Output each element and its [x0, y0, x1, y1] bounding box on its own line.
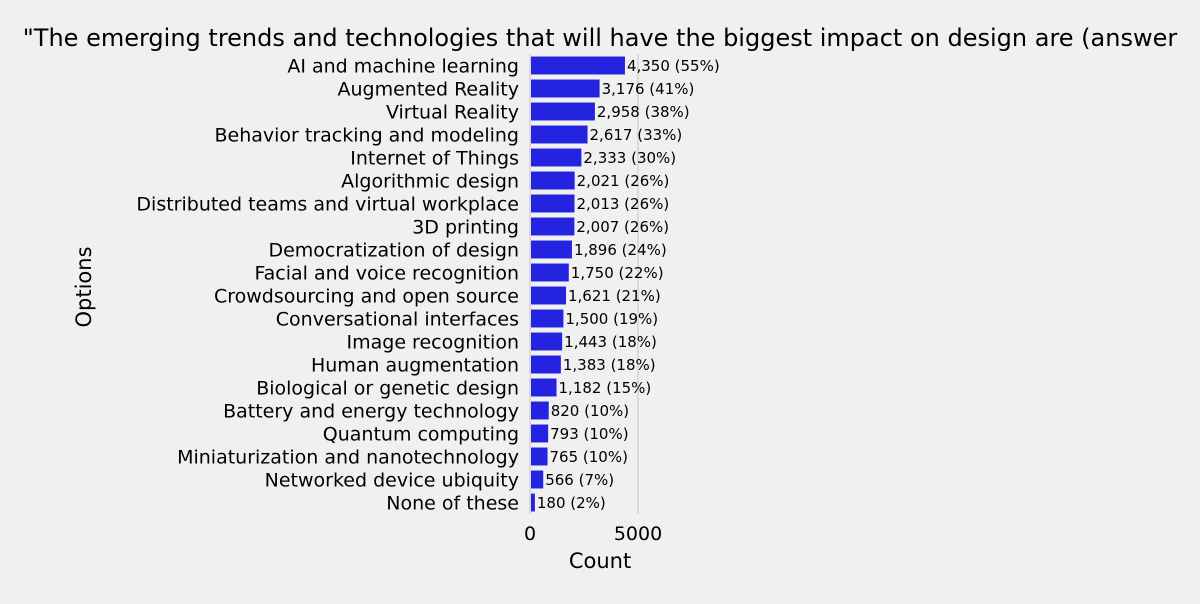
bar	[531, 401, 549, 420]
x-tick-label: 5000	[614, 523, 662, 545]
bar	[531, 378, 557, 397]
y-tick-label: 3D printing	[412, 217, 519, 239]
data-label: 566 (7%)	[545, 471, 614, 489]
data-label: 2,021 (26%)	[577, 172, 670, 190]
data-label: 1,621 (21%)	[568, 287, 661, 305]
y-tick-label: Battery and energy technology	[223, 401, 519, 423]
data-label: 1,383 (18%)	[563, 356, 656, 374]
y-tick-label: Networked device ubiquity	[265, 470, 519, 492]
bar	[531, 286, 567, 305]
data-label: 1,896 (24%)	[574, 241, 667, 259]
data-label: 2,617 (33%)	[590, 126, 683, 144]
bar	[531, 217, 575, 236]
y-tick-label: Conversational interfaces	[276, 309, 519, 331]
bars-layer	[531, 56, 625, 512]
y-tick-label: Crowdsourcing and open source	[214, 286, 519, 308]
data-label: 820 (10%)	[551, 402, 629, 420]
grid-layer	[529, 54, 639, 514]
data-label: 4,350 (55%)	[627, 57, 720, 75]
y-tick-label: Miniaturization and nanotechnology	[177, 447, 519, 469]
data-label: 1,500 (19%)	[565, 310, 658, 328]
bar	[531, 309, 564, 328]
y-tick-label: Internet of Things	[350, 148, 519, 170]
data-label: 180 (2%)	[537, 494, 606, 512]
data-label: 765 (10%)	[550, 448, 628, 466]
data-label: 2,958 (38%)	[597, 103, 690, 121]
data-label: 1,182 (15%)	[559, 379, 652, 397]
y-tick-label: Virtual Reality	[386, 102, 519, 124]
data-label: 3,176 (41%)	[602, 80, 695, 98]
data-label: 1,750 (22%)	[571, 264, 664, 282]
y-tick-label: Democratization of design	[268, 240, 519, 262]
bar	[531, 148, 582, 167]
bar	[531, 470, 544, 489]
y-tick-label: Biological or genetic design	[256, 378, 519, 400]
bar	[531, 56, 625, 75]
y-axis-label: Options	[72, 246, 96, 327]
bar	[531, 171, 575, 190]
x-axis-label: Count	[569, 549, 631, 573]
value-labels-layer: 4,350 (55%) 3,176 (41%) 2,958 (38%) 2,617 (…	[537, 57, 720, 512]
bar	[531, 332, 563, 351]
data-label: 793 (10%)	[550, 425, 628, 443]
data-label: 2,333 (30%)	[583, 149, 676, 167]
y-tick-label: Quantum computing	[323, 424, 519, 446]
bar	[531, 493, 535, 512]
data-label: 1,443 (18%)	[564, 333, 657, 351]
y-tick-label: AI and machine learning	[287, 56, 519, 78]
y-tick-label: Behavior tracking and modeling	[214, 125, 519, 147]
bar	[531, 194, 575, 213]
bar	[531, 355, 561, 374]
bar	[531, 447, 548, 466]
y-tick-label: Image recognition	[347, 332, 519, 354]
bar	[531, 102, 595, 121]
data-label: 2,013 (26%)	[576, 195, 669, 213]
chart-title: "The emerging trends and technologies th…	[23, 24, 1178, 52]
bar	[531, 240, 572, 259]
y-tick-label: Algorithmic design	[341, 171, 519, 193]
bar	[531, 263, 569, 282]
y-tick-label: None of these	[386, 493, 519, 515]
y-tick-label: Facial and voice recognition	[254, 263, 519, 285]
x-tick-label: 0	[524, 523, 536, 545]
x-ticks-layer: 0 5000	[524, 523, 662, 545]
y-tick-label: Distributed teams and virtual workplace	[136, 194, 519, 216]
bar	[531, 424, 549, 443]
y-tick-label: Human augmentation	[311, 355, 519, 377]
bar	[531, 125, 588, 144]
data-label: 2,007 (26%)	[576, 218, 669, 236]
y-tick-label: Augmented Reality	[337, 79, 519, 101]
bar	[531, 79, 600, 98]
